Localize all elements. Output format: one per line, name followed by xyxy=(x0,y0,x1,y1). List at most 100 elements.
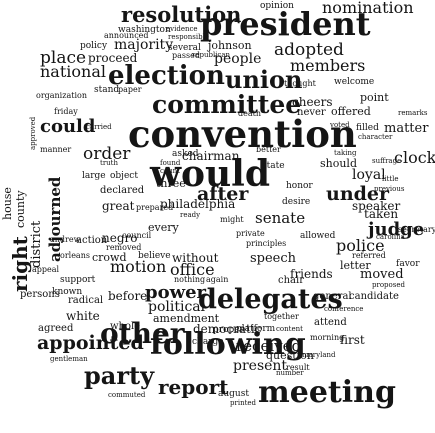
word-should: should xyxy=(320,157,357,170)
word-without: without xyxy=(172,251,219,265)
word-little: little xyxy=(382,175,399,183)
word-point: point xyxy=(360,91,389,104)
word-responsible: responsible xyxy=(168,33,209,41)
word-before: before xyxy=(108,289,148,303)
word-carolina: carolina xyxy=(376,233,405,241)
word-truth: truth xyxy=(100,159,118,167)
word-announced: announced xyxy=(104,31,149,40)
word-honor: honor xyxy=(286,181,313,191)
word-union: union xyxy=(225,65,303,94)
word-great: great xyxy=(102,199,135,213)
word-several: several xyxy=(168,43,201,53)
word-august: august xyxy=(218,389,249,399)
word-together: together xyxy=(264,312,299,321)
word-johnson: johnson xyxy=(208,39,252,52)
word-private: private xyxy=(236,229,265,238)
word-convention: convention xyxy=(128,112,357,156)
word-candidate: candidate xyxy=(349,291,399,302)
word-number: number xyxy=(276,369,304,377)
word-first: first xyxy=(340,333,365,347)
word-support: support xyxy=(60,275,96,285)
word-maryland: maryland xyxy=(302,351,336,359)
word-loyal: loyal xyxy=(352,167,386,183)
word-friends: friends xyxy=(290,267,333,281)
word-prepared: prepared xyxy=(136,203,174,212)
word-morning: morning xyxy=(310,333,345,342)
word-persons: persons xyxy=(20,289,60,300)
word-council: council xyxy=(122,231,152,240)
word-printed: printed xyxy=(230,399,257,407)
word-removed: removed xyxy=(106,243,142,252)
word-moved: moved xyxy=(360,267,404,282)
word-ready: ready xyxy=(180,211,201,219)
word-question: question xyxy=(266,349,314,362)
word-charge: charge xyxy=(192,337,224,347)
word-order: order xyxy=(83,144,131,164)
word-district: district xyxy=(29,220,44,268)
word-people: people xyxy=(214,51,262,67)
word-gentleman: gentleman xyxy=(50,355,88,363)
word-right: right xyxy=(8,236,32,292)
word-after: after xyxy=(197,183,249,205)
word-report: report xyxy=(158,375,229,399)
word-character: character xyxy=(358,133,393,141)
word-agreed: agreed xyxy=(38,323,74,334)
word-general: general xyxy=(313,291,352,302)
word-paper: paper xyxy=(118,85,142,94)
word-democratic: democratic xyxy=(193,322,262,336)
word-present: present xyxy=(233,358,288,374)
word-platform: platform xyxy=(236,324,276,334)
word-declared: declared xyxy=(100,185,145,196)
word-conference: conference xyxy=(324,305,364,313)
word-meeting: meeting xyxy=(258,375,396,410)
word-philadelphia: philadelphia xyxy=(160,197,236,211)
word-secretary: secretary xyxy=(398,225,435,234)
word-matter: matter xyxy=(384,121,429,136)
word-county: county xyxy=(14,190,27,228)
word-nothing: nothing xyxy=(174,275,206,284)
word-favor: favor xyxy=(396,259,420,269)
word-death: death xyxy=(238,109,261,118)
word-clock: clock xyxy=(394,148,435,167)
word-suffrage: suffrage xyxy=(372,157,402,165)
word-proper: proper xyxy=(213,325,244,335)
word-could: could xyxy=(40,116,96,137)
word-opinion: opinion xyxy=(260,1,294,11)
word-following: following xyxy=(150,327,306,362)
word-action: action xyxy=(76,235,108,246)
word-referred: referred xyxy=(352,251,386,260)
word-organization: organization xyxy=(36,91,87,100)
word-appointed: appointed xyxy=(37,332,144,354)
word-washington: washington xyxy=(118,25,171,35)
word-republican: republican xyxy=(192,51,231,59)
word-voted: voted xyxy=(330,121,350,129)
word-taken: taken xyxy=(364,207,399,221)
word-chairman: chairman xyxy=(182,149,240,163)
word-better: better xyxy=(256,145,281,154)
word-cheers: cheers xyxy=(292,95,333,109)
word-election: election xyxy=(108,61,225,91)
word-passed: passed xyxy=(172,51,200,60)
word-object: object xyxy=(110,171,138,181)
word-remarks: remarks xyxy=(398,109,428,117)
word-crowd: crowd xyxy=(92,251,127,264)
word-never: never xyxy=(297,107,326,118)
word-three: three xyxy=(156,177,186,190)
word-whole: whole xyxy=(110,321,141,332)
word-radical: radical xyxy=(68,295,104,306)
word-filled: filled xyxy=(356,123,379,133)
word-speaker: speaker xyxy=(352,199,401,213)
word-would: would xyxy=(150,153,271,195)
word-place: place xyxy=(40,48,87,68)
word-found: found xyxy=(160,159,181,167)
word-offered: offered xyxy=(331,105,371,118)
word-senate: senate xyxy=(255,209,306,227)
word-speech: speech xyxy=(250,251,297,266)
word-committee: committee xyxy=(152,90,302,119)
word-content: content xyxy=(276,325,303,333)
word-allowed: allowed xyxy=(300,231,336,241)
word-negro: negro xyxy=(102,231,138,245)
word-orleans: orleans xyxy=(60,251,90,260)
word-welcome: welcome xyxy=(334,77,375,87)
